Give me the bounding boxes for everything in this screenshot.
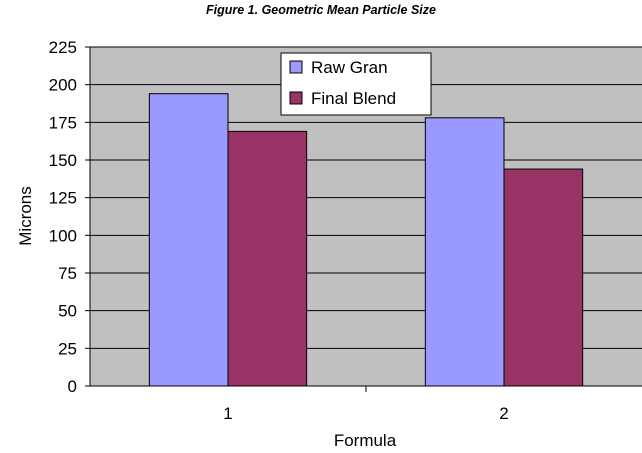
legend-swatch-final-blend [289,91,303,105]
x-axis-label: Formula [334,431,397,450]
y-tick-label: 0 [68,377,77,396]
y-tick-label: 175 [49,113,77,132]
chart-title: Figure 1. Geometric Mean Particle Size [206,3,436,17]
legend-swatch-raw-gran [289,60,303,74]
y-axis-label: Microns [16,186,35,246]
y-tick-label: 150 [49,151,77,170]
legend-box [280,52,432,116]
legend: Raw Gran Final Blend [280,52,432,116]
y-tick-label: 225 [49,38,77,57]
bar-final-blend-1 [227,130,308,387]
y-tick-label: 100 [49,226,77,245]
y-tick-label: 25 [58,339,77,358]
legend-label-raw-gran: Raw Gran [311,58,388,77]
y-tick-label: 75 [58,264,77,283]
y-tick-label: 50 [58,302,77,321]
bars [148,93,584,387]
bar-raw-gran-1 [148,93,229,387]
x-tick-label: 2 [499,404,508,423]
bar-raw-gran-2 [424,117,505,387]
bar-final-blend-2 [503,168,584,387]
axes [85,46,642,392]
legend-label-final-blend: Final Blend [311,89,396,108]
y-tick-labels: 0 25 50 75 100 125 150 175 200 225 [49,38,77,396]
y-tick-label: 200 [49,76,77,95]
y-tick-label: 125 [49,189,77,208]
x-tick-label: 1 [223,404,232,423]
